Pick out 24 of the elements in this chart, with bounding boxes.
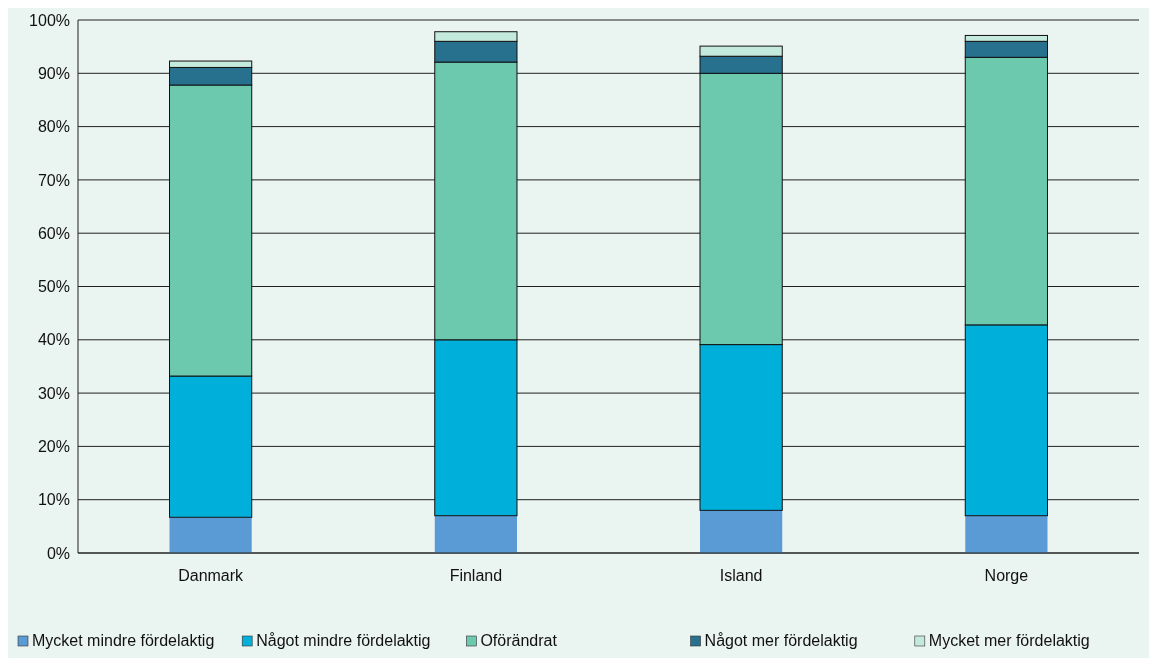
legend-label: Mycket mindre fördelaktig bbox=[32, 632, 215, 649]
y-tick-label: 20% bbox=[37, 438, 70, 455]
y-tick-label: 60% bbox=[37, 224, 70, 242]
y-tick-label: 100% bbox=[29, 11, 70, 29]
legend-label: Mycket mer fördelaktig bbox=[928, 632, 1090, 649]
legend-label: Oförändrat bbox=[480, 632, 558, 649]
bar bbox=[434, 515, 517, 553]
x-tick-label: Finland bbox=[449, 567, 503, 584]
y-tick-label: 40% bbox=[37, 331, 70, 349]
x-tick-label: Danmark bbox=[178, 567, 245, 584]
y-tick-label: 80% bbox=[37, 118, 70, 136]
x-tick-label: Island bbox=[719, 567, 763, 584]
y-tick-label: 30% bbox=[37, 384, 70, 402]
bar bbox=[700, 510, 783, 553]
x-tick-label: Norge bbox=[984, 567, 1029, 584]
y-tick-label: 90% bbox=[37, 64, 70, 82]
bar bbox=[169, 517, 252, 553]
y-tick-label: 10% bbox=[37, 491, 70, 509]
y-tick-label: 70% bbox=[37, 171, 70, 189]
y-tick-label: 50% bbox=[37, 278, 70, 296]
y-tick-label: 0% bbox=[46, 544, 70, 562]
legend-label: Något mindre fördelaktig bbox=[256, 632, 431, 649]
bar bbox=[965, 515, 1048, 553]
legend-label: Något mer fördelaktig bbox=[704, 632, 858, 649]
